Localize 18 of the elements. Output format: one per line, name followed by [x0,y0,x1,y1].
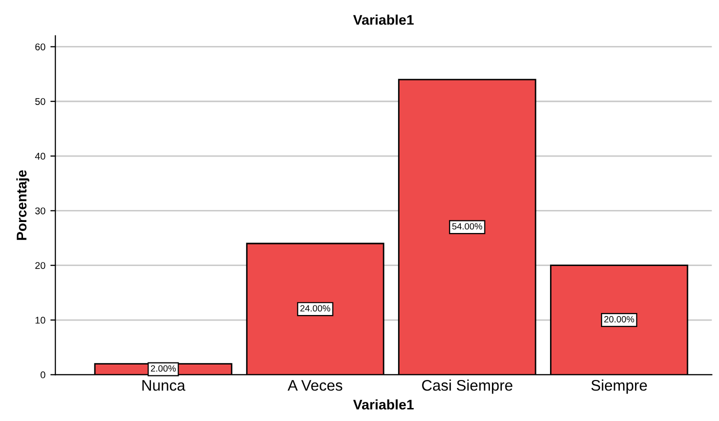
data-label: 2.00% [150,365,176,372]
x-tick-label: A Veces [288,380,342,391]
y-axis-title: Porcentaje [16,170,30,240]
y-tick-label: 60 [35,43,46,50]
y-tick-label: 20 [35,262,46,269]
chart-title: Variable1 [353,14,414,25]
y-tick-label: 10 [36,316,46,324]
y-tick-label: 50 [35,98,46,105]
x-tick-label: Siempre [591,380,647,394]
data-label: 20.00% [604,316,634,322]
x-tick-label: Nunca [142,380,186,391]
y-tick-label: 40 [35,152,46,160]
x-tick-label: Casi Siempre [422,380,512,394]
x-axis-title: Variable1 [353,399,414,410]
data-label: 54.00% [452,223,482,230]
y-tick-label: 30 [35,207,46,214]
data-label: 24.00% [300,305,330,312]
y-tick-label: 0 [40,371,46,378]
